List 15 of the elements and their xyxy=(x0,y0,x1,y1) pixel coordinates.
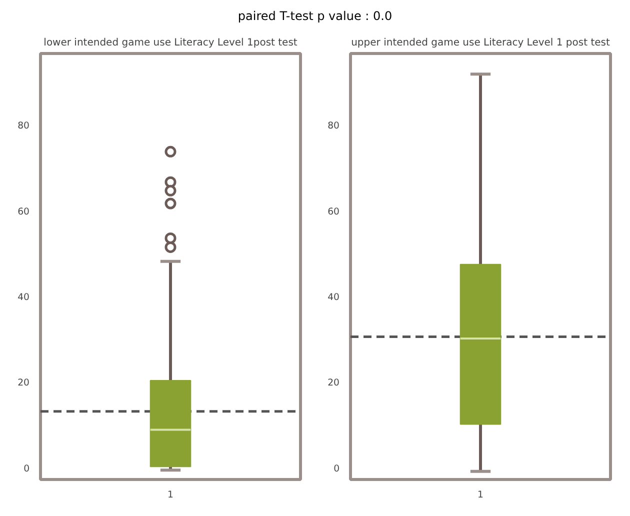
text: paired T-test p value : 0.0 xyxy=(238,8,392,25)
x-tick-label: 1 xyxy=(168,490,174,501)
y-tick-label: 0 xyxy=(24,464,30,475)
y-tick-label: 60 xyxy=(328,206,340,218)
y-tick-label: 40 xyxy=(18,292,30,304)
y-tick-label: 80 xyxy=(18,120,30,132)
y-tick-label: 80 xyxy=(328,120,340,132)
y-tick-label: 40 xyxy=(328,292,340,304)
chart-title: upper intended game use Literacy Level 1 post test xyxy=(351,38,610,49)
y-tick-label: 20 xyxy=(18,378,30,389)
y-tick-label: 60 xyxy=(18,206,30,218)
y-tick-label: 0 xyxy=(334,464,340,475)
chart-title: lower intended game use Literacy Level 1post test xyxy=(44,38,298,49)
y-tick-label: 20 xyxy=(328,378,340,389)
x-tick-label: 1 xyxy=(478,490,484,501)
